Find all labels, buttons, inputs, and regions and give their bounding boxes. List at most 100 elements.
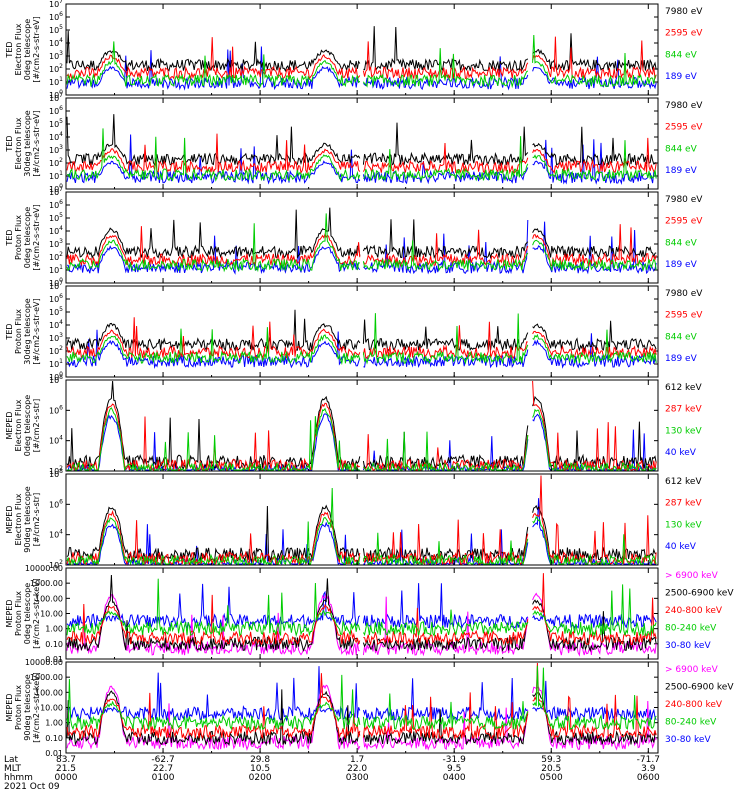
y-tick-label: 100.00 — [35, 594, 63, 603]
legend-entry: 240-800 keV — [665, 700, 723, 710]
y-axis-label-line: MEPED — [5, 600, 14, 628]
legend: > 6900 keV 2500-6900 keV 240-800 keV 80-240… — [665, 571, 734, 651]
legend-entry: 2595 eV — [665, 29, 703, 39]
x-tick-label-lat: 1.7 — [350, 755, 364, 765]
y-axis-label: TED Proton Flux 30deg telescope [#/cm2-s-st… — [5, 298, 41, 365]
legend-entry: 240-800 keV — [665, 606, 723, 616]
legend-entry: > 6900 keV — [665, 665, 719, 675]
y-tick-label: 104 — [49, 319, 63, 330]
series-trace-189-eV — [66, 329, 657, 370]
y-tick-label: 102 — [49, 63, 63, 74]
panel-6: 102 104 106 108 MEPED Electron Flux 90deg tele… — [5, 468, 702, 570]
y-axis-label: MEPED Electron Flux 90deg telescope [#/cm2-… — [5, 486, 41, 553]
series-trace-7980-eV — [66, 26, 657, 73]
panel-frame — [65, 379, 659, 472]
series-trace-844-eV — [66, 128, 657, 183]
legend-entry: 7980 eV — [665, 289, 703, 299]
y-tick-label: 102 — [49, 251, 63, 262]
legend-entry: > 6900 keV — [665, 571, 719, 581]
y-axis-label-line: [#/cm2-s-str-keV] — [32, 672, 41, 743]
legend-entry: 612 keV — [665, 477, 702, 487]
panel-frame — [65, 567, 659, 660]
y-tick-label: 10.00 — [40, 610, 63, 619]
y-tick-label: 106 — [49, 11, 63, 22]
x-tick-label-mlt: 20.5 — [541, 764, 561, 774]
legend-entry: 844 eV — [665, 50, 698, 60]
y-tick-label: 0.10 — [45, 640, 63, 649]
legend-entry: 189 eV — [665, 354, 698, 364]
series-trace-130-keV — [67, 407, 657, 472]
legend-entry: 612 keV — [665, 383, 702, 393]
x-tick-label-hhmm: 0100 — [152, 773, 175, 783]
legend: > 6900 keV 2500-6900 keV 240-800 keV 80-240… — [665, 665, 734, 745]
y-tick-label: 106 — [49, 293, 63, 304]
y-axis-label-line: Electron Flux — [14, 493, 23, 545]
y-tick-label: 106 — [49, 105, 63, 116]
y-axis-label-line: 0deg telescope — [23, 207, 32, 268]
y-axis-label: MEPED Electron Flux 0deg telescope [#/cm2-s… — [5, 395, 41, 456]
x-tick-label-mlt: 22.7 — [153, 764, 173, 774]
y-axis-label-line: 0deg telescope — [23, 395, 32, 456]
legend: 7980 eV 2595 eV 844 eV 189 eV — [665, 7, 703, 82]
legend-entry: 189 eV — [665, 166, 698, 176]
y-tick-label: 100 — [49, 371, 63, 382]
y-axis-label-line: [#/cm2-s-str] — [32, 399, 41, 452]
y-tick-label: 100 — [49, 277, 63, 288]
axis-row-label: hhmm — [4, 773, 33, 783]
y-tick-label: 105 — [49, 212, 63, 223]
legend-entry: 189 eV — [665, 260, 698, 270]
y-axis-label-line: 30deg telescope — [23, 298, 32, 365]
y-tick-label: 103 — [49, 238, 63, 249]
y-tick-label: 102 — [49, 345, 63, 356]
y-tick-label: 1.00 — [45, 625, 63, 634]
series-trace-2500-6900-keV — [66, 689, 657, 747]
y-axis-label-line: [#/cm2-s-str-eV] — [32, 204, 41, 270]
panel-2: 100 101 102 103 104 105 106 107 TED Electron Flux… — [5, 92, 703, 194]
series-trace-80-240-keV — [66, 665, 657, 731]
y-axis-label-line: 30deg telescope — [23, 110, 32, 177]
legend-entry: 2595 eV — [665, 123, 703, 133]
series-trace-2595-eV — [66, 224, 657, 268]
y-tick-label: 103 — [49, 144, 63, 155]
x-tick-label-mlt: 22.0 — [347, 764, 367, 774]
legend: 612 keV 287 keV 130 keV 40 keV — [665, 383, 702, 458]
series-trace-7980-eV — [66, 309, 657, 352]
legend: 7980 eV 2595 eV 844 eV 189 eV — [665, 195, 703, 270]
legend-entry: 2595 eV — [665, 217, 703, 227]
x-tick-label-hhmm: 0300 — [346, 773, 369, 783]
legend-entry: 844 eV — [665, 144, 698, 154]
panel-4: 100 101 102 103 104 105 106 107 TED Proton Flux 30… — [5, 280, 703, 382]
legend-entry: 287 keV — [665, 405, 702, 415]
y-tick-label: 106 — [49, 498, 63, 509]
y-axis-label-line: TED — [5, 135, 14, 152]
x-tick-label-lat: 29.8 — [250, 755, 270, 765]
panel-8: 10000.00 1000.00 100.00 10.00 1.00 0.10 0.01 ME… — [5, 658, 734, 758]
x-tick-label-lat: -71.7 — [637, 755, 660, 765]
y-tick-label: 105 — [49, 118, 63, 129]
y-tick-label: 101 — [49, 264, 63, 275]
y-axis-label-line: TED — [5, 323, 14, 340]
legend-entry: 7980 eV — [665, 101, 703, 111]
y-tick-label: 0.01 — [45, 749, 63, 758]
legend-entry: 844 eV — [665, 238, 698, 248]
y-tick-label: 106 — [49, 404, 63, 415]
y-tick-label: 100 — [49, 183, 63, 194]
y-tick-label: 107 — [49, 186, 63, 197]
y-tick-label: 101 — [49, 358, 63, 369]
y-axis-label-line: 0deg telescope — [23, 583, 32, 644]
y-axis-label: MEPED Proton Flux 90deg telescope [#/cm2-s-… — [5, 672, 41, 743]
y-tick-label: 100 — [49, 89, 63, 100]
x-tick-label-mlt: 3.9 — [641, 764, 656, 774]
legend-entry: 189 eV — [665, 72, 698, 82]
series-trace-2595-eV — [66, 36, 657, 81]
y-tick-label: 102 — [49, 559, 63, 570]
panel-5: 102 104 106 108 MEPED Electron Flux 0deg teles… — [5, 374, 702, 476]
x-tick-label-lat: 83.7 — [56, 755, 76, 765]
series-trace-80-240-keV — [66, 578, 657, 638]
panel-frame — [65, 191, 659, 284]
x-tick-label-hhmm: 0000 — [55, 773, 78, 783]
series-trace-240-800-keV — [66, 573, 657, 647]
legend: 612 keV 287 keV 130 keV 40 keV — [665, 477, 702, 552]
